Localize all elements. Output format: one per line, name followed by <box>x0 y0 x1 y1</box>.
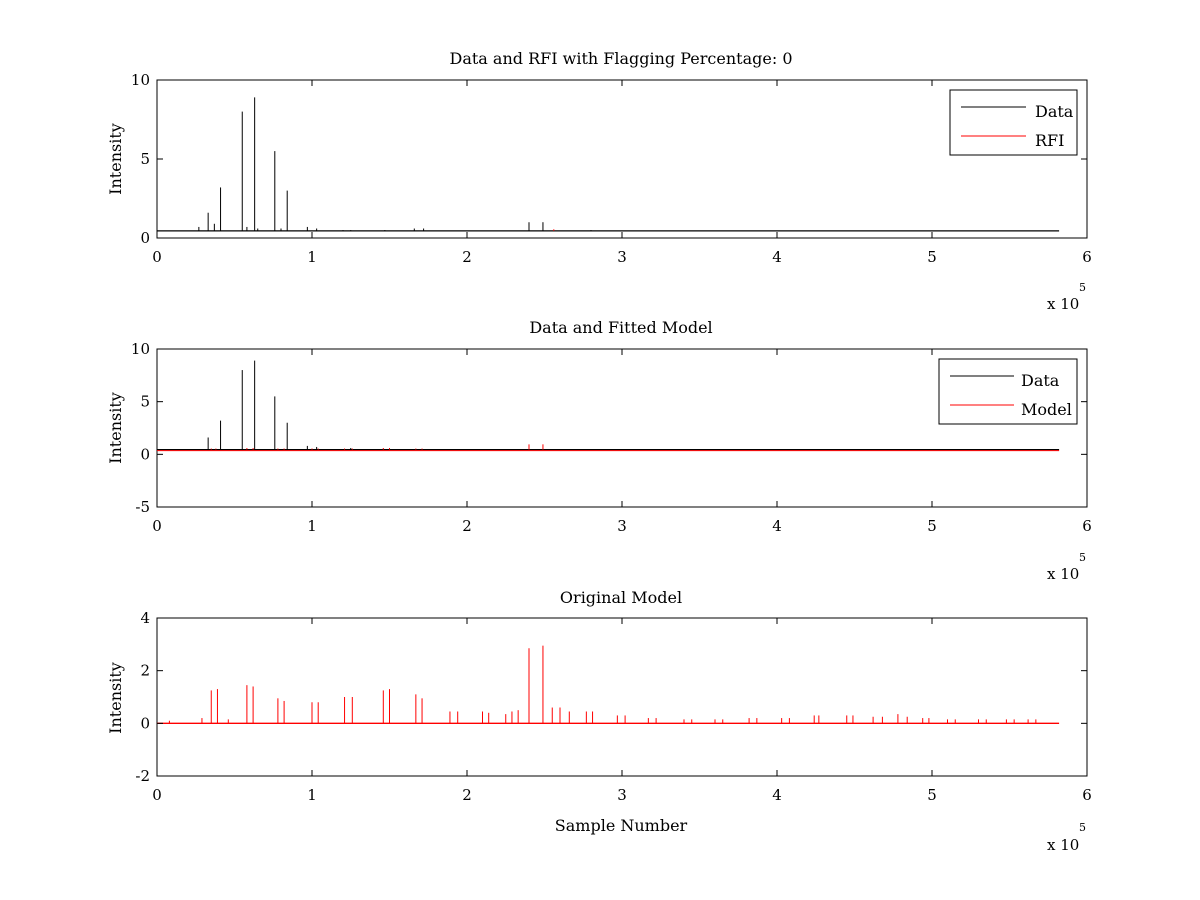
panel-2-xtick-label: 5 <box>927 517 937 535</box>
panel-3-xtick-label: 4 <box>772 786 782 804</box>
panel-2-ytick-label: -5 <box>135 498 150 516</box>
panel-3-xtick-label: 0 <box>152 786 162 804</box>
panel-1-xtick-label: 4 <box>772 248 782 266</box>
panel-1-x-exponent: 5 <box>1079 281 1086 294</box>
panel-2-xtick-label: 6 <box>1082 517 1092 535</box>
panel-2-plot <box>157 360 1060 452</box>
panel-3-xtick-label: 1 <box>307 786 317 804</box>
panel-2-xtick-label: 2 <box>462 517 472 535</box>
panel-3-ytick-label: 2 <box>140 662 150 680</box>
panel-1-plot <box>157 97 1060 232</box>
panel-3-ytick-label: 0 <box>140 714 150 732</box>
panel-1-legend-box <box>949 89 1078 156</box>
panel-1-title: Data and RFI with Flagging Percentage: 0 <box>449 49 792 68</box>
panel-2-xtick-label: 1 <box>307 517 317 535</box>
panel-2-title: Data and Fitted Model <box>529 318 712 337</box>
panel-1-legend-label-rfi: RFI <box>1035 131 1064 150</box>
panel-2-ytick-label: 5 <box>140 393 150 411</box>
panel-2-xtick-label: 3 <box>617 517 627 535</box>
panel-3-plot <box>157 645 1060 724</box>
panel-1-xtick-label: 3 <box>617 248 627 266</box>
panel-2-axes <box>156 348 1088 508</box>
panel-1: Data and RFI with Flagging Percentage: 0… <box>106 49 1092 313</box>
panel-3-ytick-label: -2 <box>135 767 150 785</box>
panel-2-xtick-label: 0 <box>152 517 162 535</box>
panel-2-ytick-label: 10 <box>131 340 150 358</box>
panel-2-x-exponent: 5 <box>1079 551 1086 564</box>
panel-3-axes <box>156 617 1088 777</box>
panel-1-ytick-label: 5 <box>140 150 150 168</box>
panel-1-axes <box>156 79 1088 239</box>
panel-3-xtick-label: 2 <box>462 786 472 804</box>
panel-1-xtick-label: 6 <box>1082 248 1092 266</box>
panel-1-legend: Data RFI <box>949 89 1078 156</box>
panel-1-legend-label-data: Data <box>1035 102 1074 121</box>
panel-3-xlabel: Sample Number <box>555 816 688 835</box>
panel-1-ylabel: Intensity <box>106 123 125 195</box>
panel-1-ticks: 0 1 2 3 4 5 6 0 5 10 <box>131 71 1092 266</box>
panel-2-ytick-label: 0 <box>140 445 150 463</box>
panel-1-xtick-label: 5 <box>927 248 937 266</box>
panel-3-x-exponent: 5 <box>1079 821 1086 834</box>
panel-2-ylabel: Intensity <box>106 392 125 464</box>
panel-3-title: Original Model <box>560 588 682 607</box>
panel-3-ylabel: Intensity <box>106 662 125 734</box>
panel-3-ytick-label: 4 <box>140 609 150 627</box>
panel-2-legend: Data Model <box>938 358 1078 425</box>
panel-1-ytick-label: 10 <box>131 71 150 89</box>
panel-3-xtick-label: 6 <box>1082 786 1092 804</box>
panel-2-legend-label-data: Data <box>1021 371 1060 390</box>
panel-2-legend-label-model: Model <box>1021 400 1072 419</box>
panel-1-ytick-label: 0 <box>140 229 150 247</box>
panel-3-xtick-label: 3 <box>617 786 627 804</box>
panel-1-xtick-label: 2 <box>462 248 472 266</box>
panel-3-x-multiplier: x 10 <box>1047 836 1079 854</box>
panel-3-xtick-label: 5 <box>927 786 937 804</box>
panel-2-xtick-label: 4 <box>772 517 782 535</box>
panel-2-x-multiplier: x 10 <box>1047 565 1079 583</box>
panel-1-xtick-label: 0 <box>152 248 162 266</box>
panel-1-x-multiplier: x 10 <box>1047 295 1079 313</box>
panel-2-legend-box <box>938 358 1078 425</box>
panel-1-xtick-label: 1 <box>307 248 317 266</box>
